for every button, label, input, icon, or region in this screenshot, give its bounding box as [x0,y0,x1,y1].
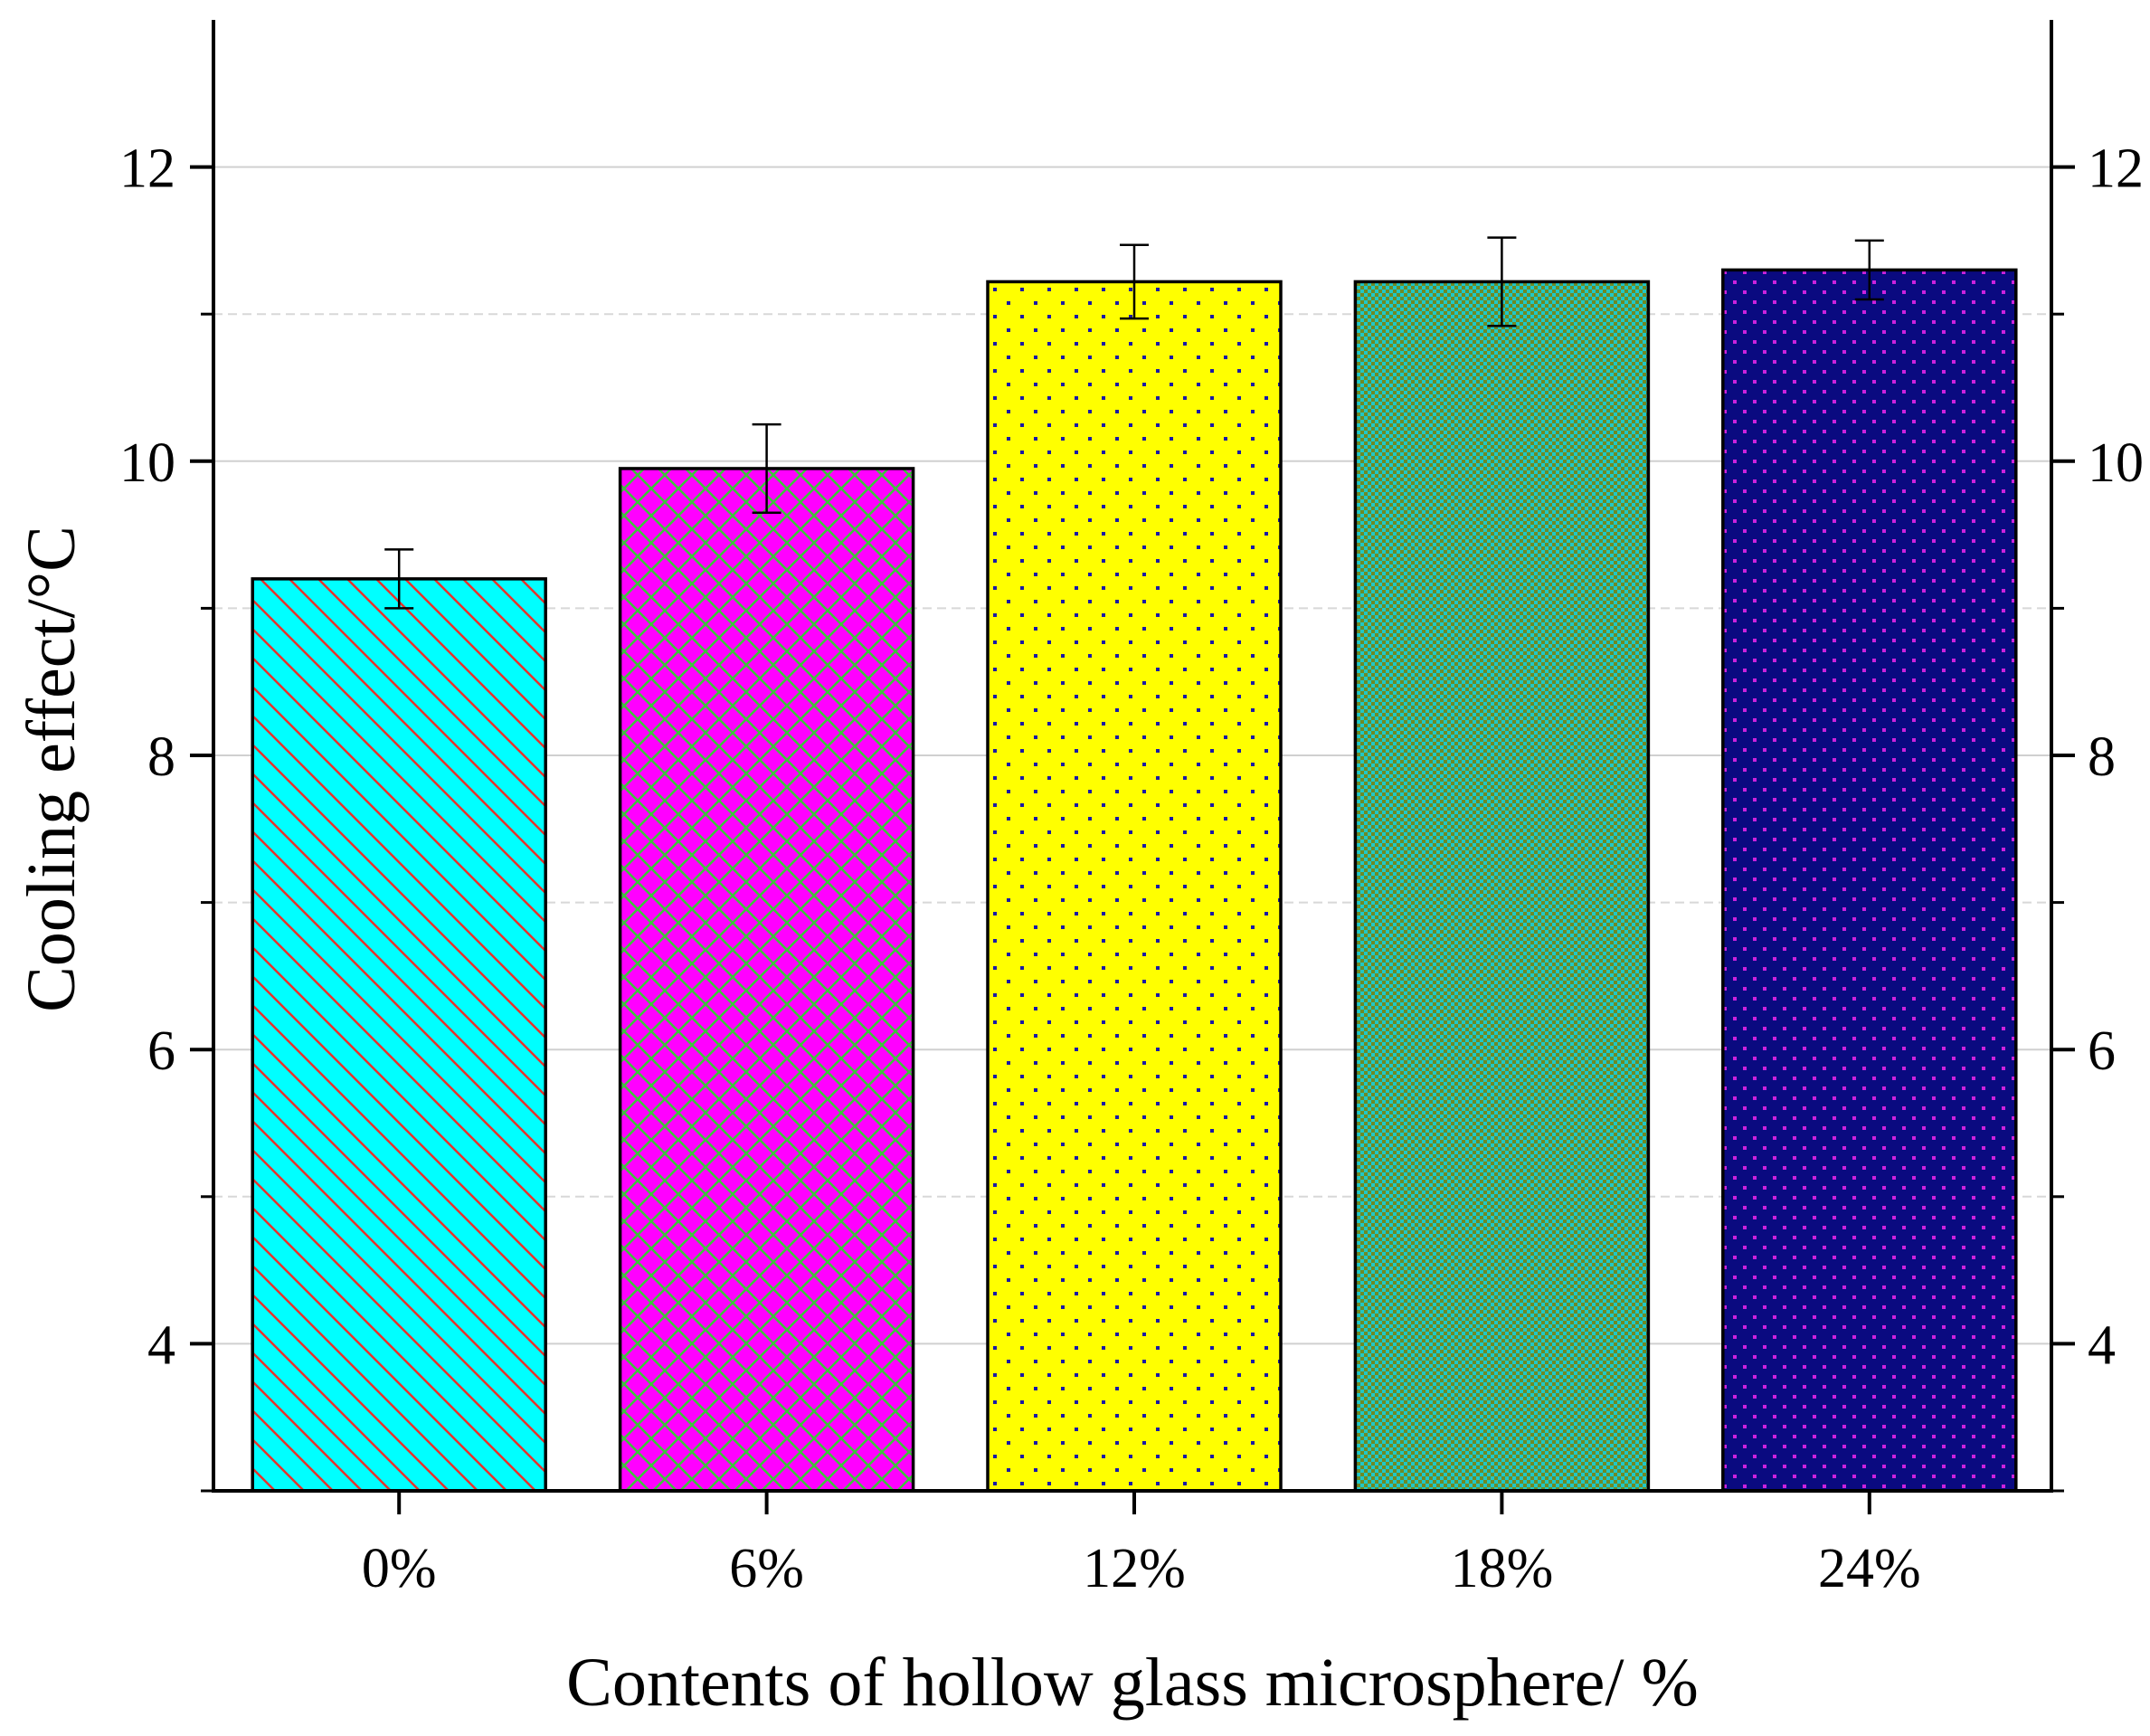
y-tick-label-right: 8 [2088,726,2116,788]
bars [251,268,2018,1493]
y-tick-label-right: 12 [2088,138,2144,200]
error-bar-6pct [752,422,781,514]
error-bars [384,236,1884,610]
bar-12pct [986,280,1283,1493]
error-bar-18pct [1487,236,1517,327]
error-bar-12pct [1120,243,1149,320]
y-axis-title: Cooling effect/°C [14,526,90,1012]
x-tick-label: 18% [1451,1538,1554,1599]
bar-6pct [618,467,915,1493]
error-bar-24pct [1854,239,1884,301]
x-axis-title: Contents of hollow glass microsphere/ % [566,1645,1699,1721]
y-tick-label-left: 8 [147,726,175,788]
bar-18pct [1353,280,1651,1493]
x-tick-label: 24% [1818,1538,1921,1599]
y-tick-label-left: 10 [119,432,175,494]
y-tick-label-left: 12 [119,138,175,200]
y-tick-label-right: 4 [2088,1314,2116,1376]
bar-0pct [251,577,547,1493]
error-bar-0pct [384,548,414,610]
y-tick-label-right: 6 [2088,1020,2116,1082]
x-tick-label: 6% [729,1538,804,1599]
x-tick-label: 0% [362,1538,437,1599]
tick-labels: 4 4 6 6 8 8 10 10 12 12 0% 6% 12% 18% 24% [119,138,2144,1599]
y-tick-label-right: 10 [2088,432,2144,494]
y-tick-label-left: 6 [147,1020,175,1082]
bar-24pct [1721,268,2018,1493]
y-tick-label-left: 4 [147,1314,175,1376]
x-tick-label: 12% [1083,1538,1186,1599]
axes [190,20,2075,1514]
